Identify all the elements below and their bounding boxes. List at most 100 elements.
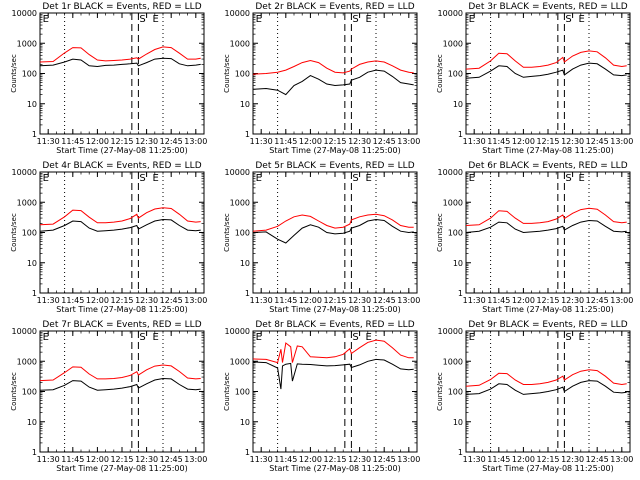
- y-tick-label: 1: [32, 289, 37, 298]
- y-tick-label: 1: [458, 130, 463, 139]
- x-tick-label: 12:45: [586, 296, 609, 305]
- event-marker-label: S: [352, 14, 358, 25]
- x-tick-label: 12:45: [160, 137, 183, 146]
- y-tick-label: 1: [458, 289, 463, 298]
- chart-panel: Det 4r BLACK = Events, RED = LLD 1 10 100 10…: [10, 161, 207, 314]
- chart-panel: Det 3r BLACK = Events, RED = LLD 1 10 100 10…: [436, 2, 633, 155]
- chart-panel: Det 7r BLACK = Events, RED = LLD 1 10 100 10…: [10, 320, 207, 473]
- y-tick-label: 10: [453, 100, 463, 109]
- x-tick-label: 12:00: [512, 296, 535, 305]
- event-marker-label: E: [43, 332, 49, 343]
- chart-title: Det 7r BLACK = Events, RED = LLD: [42, 320, 201, 330]
- x-axis-label: Start Time (27-May-08 11:25:00): [56, 146, 187, 155]
- x-tick-label: 13:00: [610, 296, 633, 305]
- y-tick-label: 1000: [443, 357, 463, 366]
- x-tick-label: 11:30: [250, 455, 273, 464]
- event-marker-label: S: [565, 14, 571, 25]
- y-tick-label: 10000: [225, 9, 250, 18]
- x-tick-label: 12:00: [299, 137, 322, 146]
- x-tick-label: 11:30: [37, 137, 60, 146]
- x-tick-label: 13:00: [610, 137, 633, 146]
- chart-title: Det 8r BLACK = Events, RED = LLD: [255, 320, 414, 330]
- event-marker-label: E: [153, 332, 159, 343]
- event-marker-label: E: [469, 332, 475, 343]
- x-tick-label: 12:00: [512, 455, 535, 464]
- series-line: [252, 59, 414, 75]
- x-tick-label: 11:30: [37, 455, 60, 464]
- y-tick-label: 1000: [17, 357, 37, 366]
- event-marker-label: E: [366, 173, 372, 184]
- y-tick-label: 10000: [438, 168, 463, 177]
- x-tick-label: 12:45: [160, 455, 183, 464]
- x-tick-label: 11:45: [487, 455, 510, 464]
- y-axis-label: Counts/sec: [223, 372, 231, 411]
- y-tick-label: 10: [453, 418, 463, 427]
- x-tick-label: 13:00: [184, 296, 207, 305]
- x-tick-label: 11:30: [250, 296, 273, 305]
- x-tick-label: 12:00: [299, 296, 322, 305]
- series-line: [252, 358, 414, 390]
- x-tick-label: 12:00: [86, 296, 109, 305]
- event-marker-label: E: [469, 173, 475, 184]
- x-tick-label: 12:30: [135, 455, 158, 464]
- y-tick-label: 1000: [443, 39, 463, 48]
- chart-title: Det 6r BLACK = Events, RED = LLD: [468, 161, 627, 171]
- y-tick-label: 1000: [17, 198, 37, 207]
- event-marker-label: S: [139, 14, 145, 25]
- y-tick-label: 10: [27, 100, 37, 109]
- chart-panel: Det 9r BLACK = Events, RED = LLD 1 10 100 10…: [436, 320, 633, 473]
- x-tick-label: 12:15: [536, 296, 559, 305]
- x-tick-label: 12:15: [536, 137, 559, 146]
- event-marker-label: E: [43, 14, 49, 25]
- x-tick-label: 12:30: [348, 137, 371, 146]
- y-axis-label: Counts/sec: [436, 372, 444, 411]
- chart-title: Det 4r BLACK = Events, RED = LLD: [42, 161, 201, 171]
- y-tick-label: 100: [235, 388, 250, 397]
- event-marker-label: E: [366, 14, 372, 25]
- x-tick-label: 11:45: [274, 296, 297, 305]
- chart-title: Det 1r BLACK = Events, RED = LLD: [42, 2, 201, 12]
- series-line: [465, 207, 627, 226]
- y-tick-label: 10: [240, 259, 250, 268]
- event-marker-label: E: [153, 14, 159, 25]
- y-axis-label: Counts/sec: [10, 213, 18, 252]
- y-axis-label: Counts/sec: [10, 54, 18, 93]
- y-axis-label: Counts/sec: [223, 213, 231, 252]
- y-tick-label: 1: [245, 130, 250, 139]
- y-tick-label: 1000: [443, 198, 463, 207]
- series-line: [252, 69, 414, 96]
- event-marker-label: E: [153, 173, 159, 184]
- x-tick-label: 13:00: [397, 296, 420, 305]
- chart-title: Det 2r BLACK = Events, RED = LLD: [255, 2, 414, 12]
- x-tick-label: 12:00: [299, 455, 322, 464]
- event-marker-label: E: [256, 14, 262, 25]
- x-tick-label: 12:45: [373, 296, 396, 305]
- event-marker-label: E: [256, 173, 262, 184]
- x-tick-label: 12:15: [110, 296, 133, 305]
- event-marker-label: E: [366, 332, 372, 343]
- x-axis-label: Start Time (27-May-08 11:25:00): [482, 305, 613, 314]
- y-tick-label: 1: [245, 448, 250, 457]
- x-tick-label: 13:00: [184, 455, 207, 464]
- series-line: [465, 369, 627, 387]
- chart-title: Det 9r BLACK = Events, RED = LLD: [468, 320, 627, 330]
- x-tick-label: 12:30: [348, 296, 371, 305]
- y-tick-label: 10000: [438, 9, 463, 18]
- x-tick-label: 12:15: [323, 455, 346, 464]
- series-line: [39, 218, 201, 232]
- y-tick-label: 10000: [12, 168, 37, 177]
- y-tick-label: 100: [235, 70, 250, 79]
- chart-panel: Det 8r BLACK = Events, RED = LLD 1 10 100 10…: [223, 320, 420, 473]
- event-marker-label: S: [565, 332, 571, 343]
- y-tick-label: 100: [448, 229, 463, 238]
- y-axis-label: Counts/sec: [436, 213, 444, 252]
- y-tick-label: 10: [240, 418, 250, 427]
- y-tick-label: 10: [240, 100, 250, 109]
- y-tick-label: 10: [453, 259, 463, 268]
- chart-title: Det 3r BLACK = Events, RED = LLD: [468, 2, 627, 12]
- chart-panel: Det 1r BLACK = Events, RED = LLD 1 10 100 10…: [10, 2, 207, 155]
- x-tick-label: 11:30: [37, 296, 60, 305]
- x-tick-label: 12:30: [561, 296, 584, 305]
- x-tick-label: 12:45: [160, 296, 183, 305]
- y-tick-label: 1000: [230, 39, 250, 48]
